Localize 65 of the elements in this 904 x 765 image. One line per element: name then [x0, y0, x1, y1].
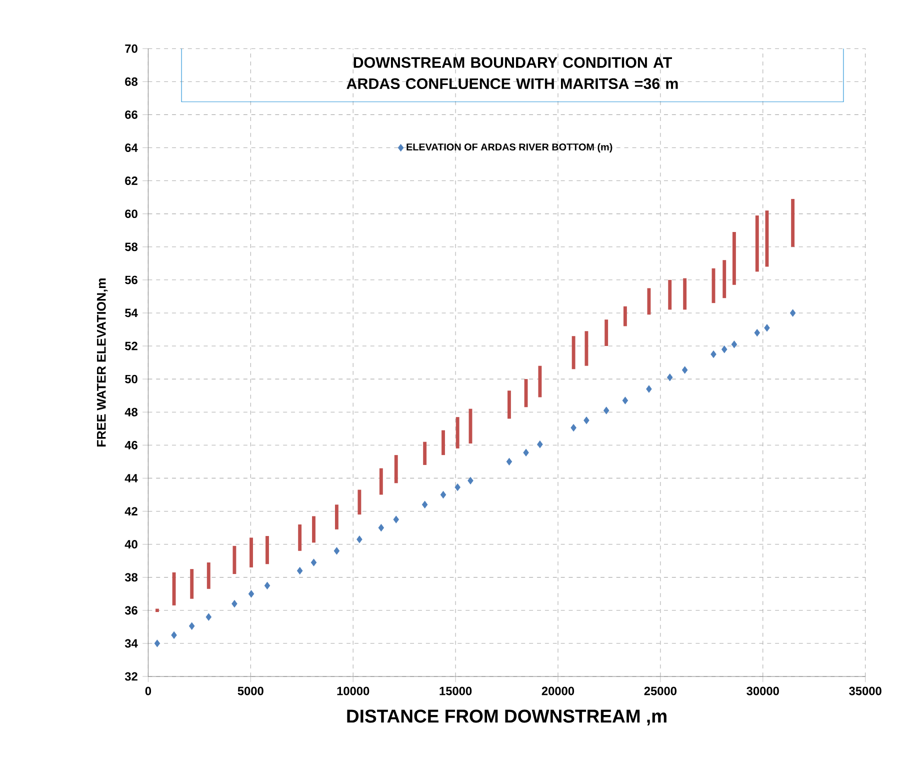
point [646, 385, 652, 393]
y-tick-label: 50 [125, 374, 138, 384]
point [248, 590, 254, 598]
point [584, 416, 590, 424]
x-tick-label: 35000 [849, 686, 882, 696]
point [232, 600, 238, 608]
x-tick-label: 25000 [644, 686, 676, 696]
y-tick-label: 44 [124, 474, 138, 482]
x-axis-title: DISTANCE FROM DOWNSTREAM ,m [347, 710, 666, 726]
y-tick-label: 68 [125, 78, 138, 86]
y-tick-label: 32 [124, 672, 138, 681]
x-tick-label: 5000 [238, 686, 264, 696]
point [506, 458, 512, 466]
y-tick-label: 52 [125, 342, 138, 350]
y-tick-label: 54 [125, 308, 138, 318]
point [454, 484, 460, 492]
point [171, 632, 177, 639]
x-tick-label: 15000 [440, 686, 472, 696]
point [188, 622, 195, 630]
y-tick-label: 56 [125, 276, 138, 284]
x-tick-label: 30000 [746, 686, 779, 696]
point [682, 366, 688, 374]
y-tick-label: 42 [124, 507, 138, 516]
point [356, 536, 362, 544]
y-tick-label: 40 [124, 540, 138, 549]
point [264, 582, 270, 590]
point [731, 340, 738, 348]
y-tick-label: 46 [124, 441, 138, 450]
y-tick-label: 34 [124, 639, 138, 648]
y-tick-label: 66 [125, 110, 138, 120]
point [334, 547, 340, 555]
point [667, 374, 673, 382]
point [468, 477, 474, 484]
point [310, 558, 317, 566]
point [422, 501, 428, 508]
y-tick-label: 60 [125, 210, 138, 218]
y-axis-title: FREE WATER ELEVATION,m [96, 278, 108, 447]
point [537, 440, 543, 448]
point [764, 324, 770, 332]
point [523, 448, 529, 456]
y-tick-label: 64 [125, 144, 138, 152]
point [604, 406, 610, 414]
point [393, 516, 399, 524]
x-tick-label: 20000 [542, 686, 574, 696]
point [440, 491, 446, 499]
point [790, 309, 796, 317]
y-tick-label: 48 [124, 408, 138, 416]
point [154, 640, 160, 648]
y-tick-label: 58 [125, 242, 138, 252]
point [206, 613, 212, 621]
point [570, 424, 576, 432]
point [710, 350, 716, 358]
x-tick-label: 0 [145, 686, 152, 696]
point [378, 524, 384, 532]
y-tick-label: 38 [124, 573, 138, 582]
y-tick-label: 62 [125, 176, 138, 186]
point [722, 346, 728, 354]
y-tick-label: 36 [124, 606, 138, 615]
legend-label: ELEVATION OF ARDAS RIVER BOTTOM (m) [406, 143, 612, 153]
point [754, 329, 760, 337]
point [622, 396, 628, 404]
y-tick-label: 70 [125, 44, 138, 53]
point [296, 567, 303, 575]
x-tick-label: 10000 [337, 686, 370, 696]
text: DOWNSTREAM BOUNDARY CONDITION AT ARDAS CONFLUENCE WITH MARITSA =36 m [346, 57, 678, 90]
